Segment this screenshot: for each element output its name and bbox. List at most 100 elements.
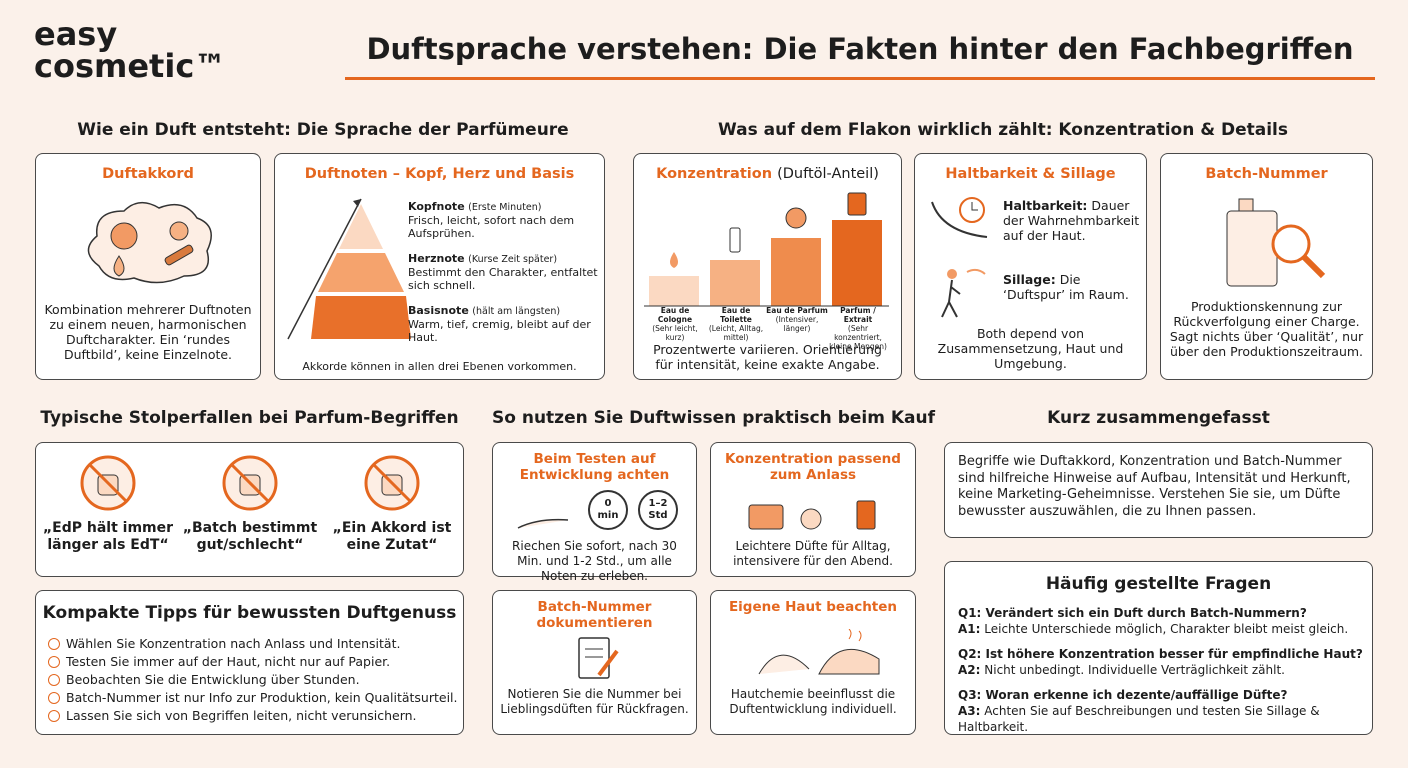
check — [48, 638, 60, 650]
title-rule — [345, 77, 1375, 80]
note-level: Basisnote (hält am längsten) Warm, tief, … — [408, 304, 600, 344]
card-text: Both depend von Zusammensetzung, Haut un… — [937, 326, 1124, 371]
page-title: Duftsprache verstehen: Die Fakten hinter… — [366, 32, 1354, 66]
tips-list: Wählen Sie Konzentration nach Anlass und… — [48, 635, 458, 725]
note-hint: (hält am längsten) — [472, 306, 561, 317]
tip: Beobachten Sie die Entwicklung über Stun… — [48, 671, 458, 689]
check — [48, 692, 60, 704]
card-title: Konzentration (Duftöl-Anteil) — [634, 166, 901, 182]
note-hint: (Erste Minuten) — [468, 202, 542, 213]
card-title: Konzentration passend zum Anlass — [725, 451, 901, 483]
answer-text: Leichte Unterschiede möglich, Charakter … — [984, 622, 1349, 636]
type-hint: (Leicht, Alltag, mittel) — [708, 324, 764, 342]
tip-text: Batch-Nummer ist nur Info zur Produktion… — [66, 690, 458, 705]
tip: Lassen Sie sich von Begriffen leiten, ni… — [48, 707, 458, 725]
card: Haltbarkeit & Sillage Haltbarkeit: Dauer… — [914, 153, 1147, 380]
faq-question: Q1: Verändert sich ein Duft durch Batch-… — [958, 606, 1307, 620]
check — [48, 710, 60, 722]
card-text: Kombination mehrerer Duftnoten zu einem … — [44, 302, 252, 362]
pitfall-text: „EdP hält immer länger als EdT“ — [42, 520, 174, 553]
card: Duftnoten – Kopf, Herz und Basis Kopfnot… — [274, 153, 605, 380]
longevity-item: Haltbarkeit: Dauer der Wahrnehmbarkeit a… — [1003, 198, 1143, 243]
concentration-types: Eau de Cologne (Sehr leicht, kurz) Eau de … — [644, 306, 894, 351]
term: Haltbarkeit: — [1003, 198, 1088, 213]
card-text: Notieren Sie die Nummer bei Lieblingsdüf… — [500, 687, 689, 716]
timer-top: 0 — [604, 498, 612, 509]
type-name: Parfum / Extrait — [840, 306, 876, 324]
pitfall-icon — [220, 453, 280, 513]
brand: easy cosmetic™ — [34, 18, 226, 82]
tip: Batch-Nummer ist nur Info zur Produktion… — [48, 689, 458, 707]
card-title: Eigene Haut beachten — [728, 599, 898, 615]
note-name: Herznote — [408, 252, 465, 265]
section-heading: Wie ein Duft entsteht: Die Sprache der P… — [77, 120, 569, 140]
answer-label: A3: — [958, 704, 981, 718]
card-title: Kompakte Tipps für bewussten Duftgenuss — [42, 603, 457, 623]
card: Häufig gestellte Fragen Q1: Verändert si… — [944, 561, 1373, 735]
type-hint: (Sehr konzentriert, kleine Mengen) — [829, 324, 887, 351]
pyramid — [287, 198, 411, 340]
section-heading: Was auf dem Flakon wirklich zählt: Konze… — [717, 120, 1289, 140]
note-text: Frisch, leicht, sofort nach dem Aufsprüh… — [408, 214, 575, 240]
card-title: Beim Testen auf Entwicklung achten — [519, 451, 670, 483]
type-hint: (Sehr leicht, kurz) — [652, 324, 698, 342]
timer: 0 min — [588, 490, 628, 530]
check — [48, 674, 60, 686]
tip-text: Wählen Sie Konzentration nach Anlass und… — [66, 636, 401, 651]
title-main: Konzentration — [656, 166, 773, 182]
pitfall-text: „Ein Akkord ist eine Zutat“ — [332, 520, 452, 553]
card-text: Prozentwerte variieren. Orientierung für… — [653, 342, 882, 372]
card: Eigene Haut beachten Hautchemie beeinflus… — [710, 590, 916, 735]
note-hint: (Kurse Zeit später) — [468, 254, 558, 265]
timer: 1–2 Std — [638, 490, 678, 530]
term-text: Die ‘Duftspur’ im Raum. — [1003, 272, 1129, 302]
concentration-bars — [644, 192, 889, 307]
card-title: Batch-Nummer — [1205, 166, 1328, 182]
note-icon — [571, 633, 621, 687]
batch-icon — [1226, 198, 1326, 287]
pitfall-icon — [362, 453, 422, 513]
card-text: Riechen Sie sofort, nach 30 Min. und 1-2… — [512, 539, 677, 583]
card-footer: Akkorde können in allen drei Ebenen vork… — [302, 360, 577, 373]
timer-bottom: min — [597, 510, 619, 521]
note-text: Bestimmt den Charakter, entfaltet sich s… — [408, 266, 598, 292]
term: Sillage: — [1003, 272, 1056, 287]
faq-item: Q1: Verändert sich ein Duft durch Batch-… — [958, 605, 1364, 637]
card-text: Produktionskennung zur Rückverfolgung ei… — [1169, 299, 1364, 359]
answer-label: A2: — [958, 663, 981, 677]
concentration-type: Parfum / Extrait (Sehr konzentriert, klei… — [827, 306, 889, 351]
tip-text: Testen Sie immer auf der Haut, nicht nur… — [66, 654, 391, 669]
faq-list: Q1: Verändert sich ein Duft durch Batch-… — [958, 605, 1364, 744]
section-heading: Typische Stolperfallen bei Parfum-Begrif… — [40, 408, 459, 428]
card: Konzentration (Duftöl-Anteil) Eau de Col… — [633, 153, 902, 380]
faq-answer: A2: Nicht unbedingt. Individuelle Verträ… — [958, 662, 1364, 678]
faq-item: Q2: Ist höhere Konzentration besser für … — [958, 646, 1364, 678]
card-title: Haltbarkeit & Sillage — [945, 166, 1116, 182]
longevity-item: Sillage: Die ‘Duftspur’ im Raum. — [1003, 272, 1143, 302]
brand-line: cosmetic™ — [34, 47, 227, 85]
skin-icon — [739, 628, 889, 683]
tip: Wählen Sie Konzentration nach Anlass und… — [48, 635, 458, 653]
title-suffix: (Duftöl-Anteil) — [777, 166, 879, 182]
timer-top: 1–2 — [648, 498, 668, 509]
summary-text: Begriffe wie Duftakkord, Konzentration u… — [958, 454, 1351, 519]
card: Batch-Nummer dokumentieren Notieren Sie d… — [492, 590, 697, 735]
faq-item: Q3: Woran erkenne ich dezente/auffällige… — [958, 687, 1364, 735]
faq-answer: A1: Leichte Unterschiede möglich, Charak… — [958, 621, 1364, 637]
card: Begriffe wie Duftakkord, Konzentration u… — [944, 442, 1373, 538]
timer-bottom: Std — [648, 510, 668, 521]
card-title: Häufig gestellte Fragen — [1045, 574, 1272, 594]
tip-text: Beobachten Sie die Entwicklung über Stun… — [66, 672, 360, 687]
section-heading: So nutzen Sie Duftwissen praktisch beim … — [492, 408, 935, 428]
faq-question: Q2: Ist höhere Konzentration besser für … — [958, 647, 1363, 661]
faq-answer: A3: Achten Sie auf Beschreibungen und te… — [958, 703, 1364, 735]
note-level: Kopfnote (Erste Minuten) Frisch, leicht, … — [408, 200, 600, 240]
note-level: Herznote (Kurse Zeit später) Bestimmt den… — [408, 252, 600, 292]
note-name: Basisnote — [408, 304, 469, 317]
type-name: Eau de Parfum — [766, 306, 828, 315]
card-title: Duftakkord — [102, 166, 194, 182]
card-text: Leichtere Düfte für Alltag, intensivere … — [733, 539, 893, 568]
longevity-icons — [931, 197, 988, 318]
type-name: Eau de Cologne — [657, 306, 693, 324]
